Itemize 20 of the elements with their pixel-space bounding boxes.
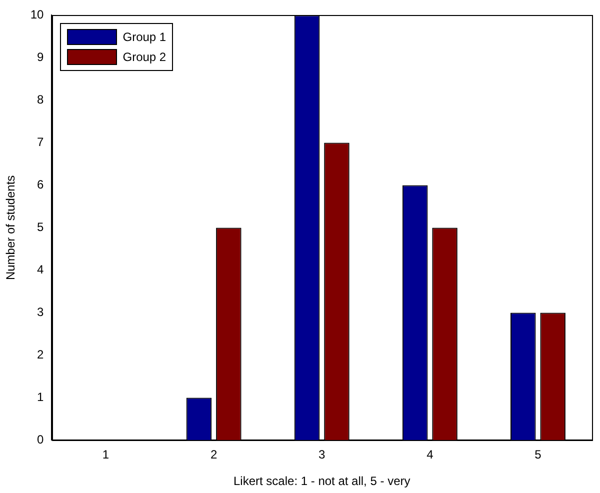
legend-label: Group 1 [122,30,166,44]
x-tick-label: 1 [102,448,110,462]
x-tick-label: 5 [534,448,542,462]
legend-label: Group 2 [122,50,166,64]
x-axis-title: Likert scale: 1 - not at all, 5 - very [234,474,410,488]
x-tick-label: 4 [426,448,434,462]
x-tick-label: 3 [318,448,326,462]
y-tick-label: 5 [37,220,44,234]
y-tick-label: 10 [30,8,44,22]
y-tick-label: 6 [37,178,44,192]
y-tick-label: 0 [37,432,44,447]
x-tick-label: 2 [210,448,218,462]
y-tick-label: 1 [37,390,44,404]
y-tick-label: 8 [37,92,44,107]
y-tick-label: 9 [37,50,44,64]
y-tick-label: 4 [37,262,44,277]
y-axis-title: Number of students [4,175,18,280]
y-tick-label: 2 [37,348,44,362]
y-tick-label: 7 [37,135,44,150]
y-tick-label: 3 [37,305,44,320]
